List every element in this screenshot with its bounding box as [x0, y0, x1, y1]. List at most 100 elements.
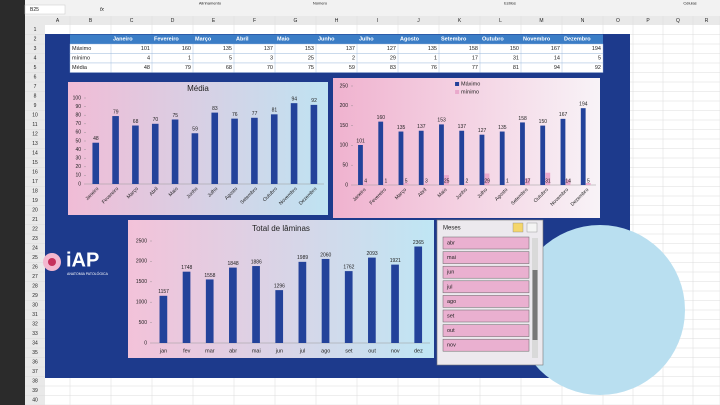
- table-cell: 77: [472, 65, 478, 71]
- data-label: 79: [113, 109, 119, 115]
- data-label: 1: [506, 178, 509, 184]
- data-label: 1921: [390, 258, 401, 264]
- bar: [191, 133, 199, 184]
- table-header: Agosto: [400, 37, 420, 43]
- slicer-item[interactable]: [442, 324, 530, 337]
- table-cell: 75: [308, 65, 314, 71]
- table-cell: 135: [428, 46, 437, 52]
- slicer-item[interactable]: [442, 280, 530, 294]
- table-cell: 25: [308, 56, 314, 62]
- table-cell: 101: [141, 46, 150, 52]
- slicer-item[interactable]: [442, 236, 530, 250]
- ribbon-group: Número: [313, 1, 328, 6]
- bar: [391, 264, 399, 343]
- bar: [112, 116, 119, 184]
- column-letter: F: [253, 18, 256, 24]
- table-cell: 4: [147, 56, 150, 62]
- data-label: 1296: [274, 283, 285, 289]
- bar: [398, 131, 404, 185]
- bar: [403, 183, 409, 185]
- data-label: 127: [478, 128, 487, 134]
- data-label: 14: [565, 178, 571, 184]
- logo-name: iAP: [66, 249, 99, 271]
- slicer-item[interactable]: [442, 251, 530, 264]
- x-tick-label: out: [368, 348, 376, 354]
- table-cell: 1: [434, 56, 437, 62]
- x-tick-label: dez: [414, 348, 423, 354]
- data-label: 68: [133, 119, 139, 125]
- name-box[interactable]: [24, 4, 66, 15]
- row-number: 24: [32, 246, 38, 252]
- data-label: 2365: [413, 240, 424, 246]
- data-label: 135: [397, 125, 406, 131]
- bar: [439, 124, 444, 185]
- y-tick-label: 30: [75, 156, 81, 162]
- slicer-item[interactable]: [442, 265, 530, 279]
- row-number: 4: [34, 56, 37, 62]
- bar: [540, 125, 546, 185]
- data-label: 77: [252, 111, 258, 117]
- y-tick-label: 100: [340, 143, 349, 149]
- y-tick-label: 250: [340, 83, 349, 89]
- bar: [270, 114, 278, 184]
- y-tick-label: 60: [75, 130, 81, 136]
- slicer-item-label: jun: [446, 270, 454, 276]
- slicer-item[interactable]: [442, 295, 530, 308]
- data-label: 59: [192, 127, 198, 133]
- row-number: 19: [32, 198, 38, 204]
- ribbon-group: Células: [683, 1, 696, 6]
- bar: [252, 266, 260, 343]
- row-number: 25: [32, 255, 38, 261]
- table-cell: 3: [270, 56, 273, 62]
- data-label: 150: [539, 119, 548, 125]
- table-cell: 150: [510, 46, 519, 52]
- data-label: 48: [93, 136, 99, 142]
- bar: [298, 261, 307, 343]
- table-row-label: mínimo: [72, 56, 90, 62]
- slicer-item[interactable]: [442, 309, 530, 323]
- row-number: 21: [32, 217, 38, 223]
- table-header: Junho: [318, 37, 335, 43]
- column-letter: J: [417, 18, 420, 24]
- slicer-item-label: abr: [447, 240, 455, 246]
- bar: [459, 130, 465, 185]
- data-label: 76: [232, 112, 238, 118]
- table-cell: 81: [513, 65, 519, 71]
- slicer-item-label: mai: [447, 255, 456, 261]
- y-tick-label: 0: [78, 181, 81, 187]
- data-label: 101: [356, 138, 365, 144]
- slicer-multiselect[interactable]: [512, 222, 524, 233]
- y-tick-label: 80: [75, 113, 81, 119]
- row-number: 15: [32, 160, 38, 166]
- row-number: 37: [32, 369, 38, 375]
- table-cell: 127: [387, 46, 396, 52]
- table-header: Fevereiro: [154, 37, 179, 43]
- bar: [205, 279, 214, 343]
- column-letter: N: [581, 18, 585, 24]
- data-label: 2060: [320, 252, 331, 258]
- slicer-item[interactable]: [442, 338, 530, 352]
- slicer-scroll-thumb[interactable]: [532, 270, 538, 340]
- column-header-bar: [25, 16, 720, 25]
- column-letter: D: [171, 18, 175, 24]
- row-number: 9: [34, 103, 37, 109]
- slicer-item-label: jul: [446, 284, 453, 290]
- data-label: 1: [385, 178, 388, 184]
- table-row-bg: [69, 62, 604, 73]
- table-cell: 79: [185, 65, 191, 71]
- y-tick-label: 1000: [136, 300, 147, 306]
- table-row-label: Máximo: [72, 46, 91, 52]
- data-label: 137: [417, 124, 426, 130]
- table-cell: 167: [551, 46, 560, 52]
- table-cell: 194: [592, 46, 601, 52]
- data-label: 167: [559, 112, 568, 118]
- decor-circle: [515, 225, 685, 395]
- table-cell: 14: [554, 56, 560, 62]
- bar: [310, 104, 318, 184]
- row-number: 7: [34, 84, 37, 90]
- slicer-clear-filter[interactable]: [526, 222, 538, 233]
- table-header: Março: [195, 37, 212, 43]
- y-tick-label: 2000: [136, 259, 147, 265]
- x-tick-label: set: [345, 348, 353, 354]
